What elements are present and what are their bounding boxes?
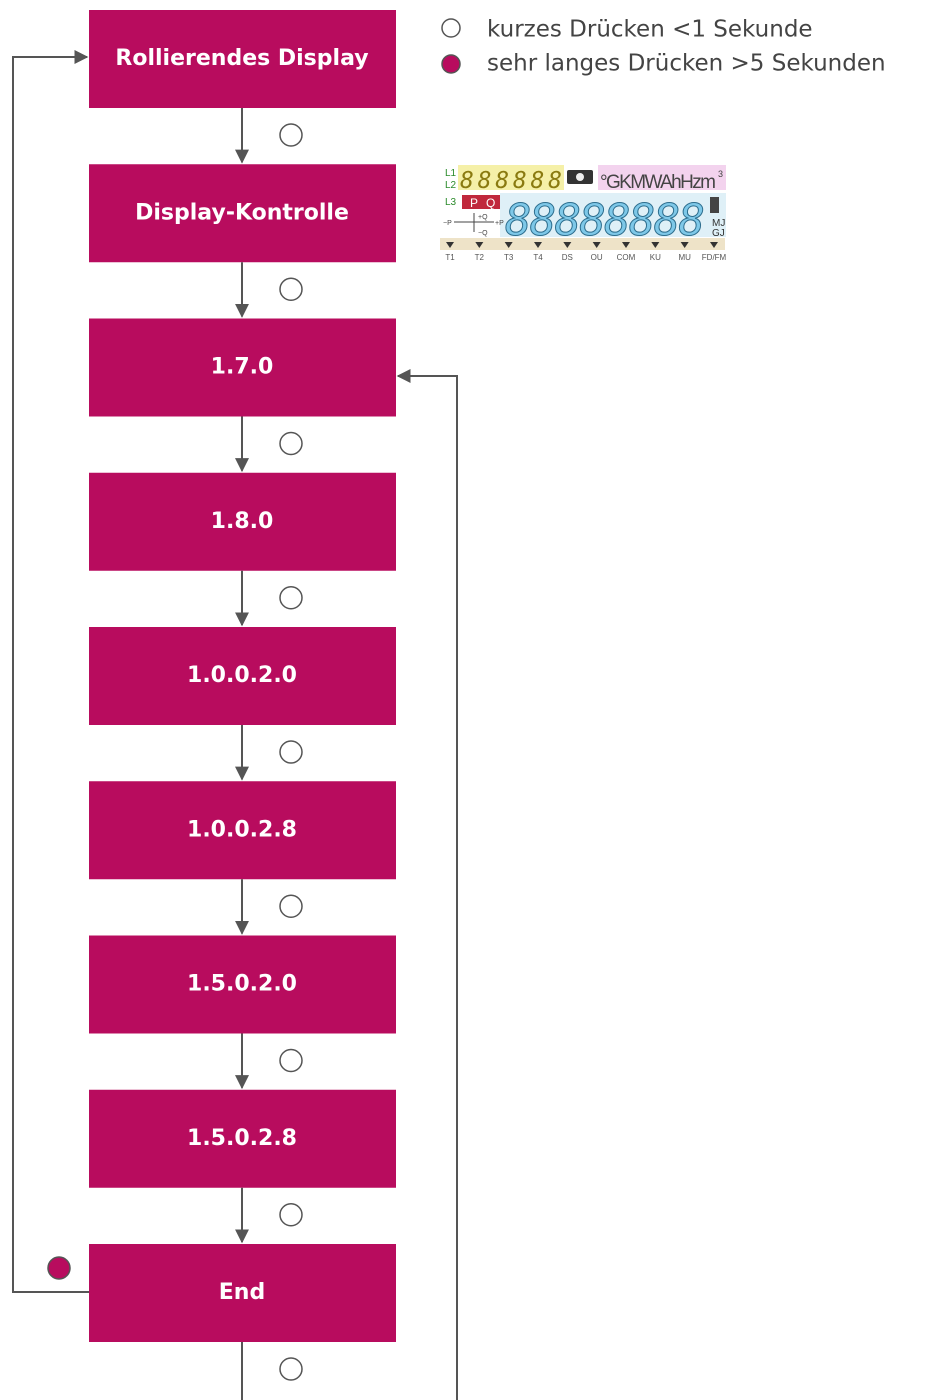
node-label: 1.5.0.2.8 (187, 1126, 297, 1151)
flow-diagram: Rollierendes Display Display-Kontrolle 1.7… (0, 0, 926, 1400)
lcd-indicator-label: DS (562, 253, 573, 262)
short-press-icon (280, 1358, 302, 1380)
flow: Rollierendes Display Display-Kontrolle 1.7… (89, 10, 396, 1400)
lcd-quadrant: −Q (478, 230, 488, 237)
legend-icon-long (442, 55, 460, 73)
lcd-indicator-label: T1 (445, 253, 455, 262)
short-press-icon (280, 741, 302, 763)
lcd-phase: L2 (445, 180, 457, 191)
node-label: 1.0.0.2.8 (187, 817, 297, 842)
lcd-indicator-label: OU (591, 253, 603, 262)
node-label: 1.7.0 (211, 355, 274, 380)
legend-label: kurzes Drücken <1 Sekunde (487, 17, 813, 43)
short-press-icon (280, 124, 302, 146)
short-press-icon (280, 1050, 302, 1072)
lcd-indicator-label: T2 (475, 253, 485, 262)
short-press-icon (280, 433, 302, 455)
lcd-energy-unit: GJ (712, 228, 725, 239)
short-press-icon (280, 278, 302, 300)
node-label: 1.0.0.2.0 (187, 663, 297, 688)
lcd-quadrant: +P (495, 220, 504, 227)
node-label: Rollierendes Display (115, 46, 368, 71)
return-arrow (398, 376, 457, 1400)
lcd-battery (710, 197, 719, 213)
node-label: End (219, 1280, 265, 1305)
lcd-pq: P (470, 196, 478, 210)
lcd-quadrant: −P (443, 220, 452, 227)
loop-back-arrow (13, 57, 89, 1292)
lcd-quadrant: +Q (478, 214, 488, 221)
lcd-indicator-label: FD/FM (702, 253, 727, 262)
lcd-indicator-label: COM (617, 253, 636, 262)
lcd-indicator-label: T3 (504, 253, 514, 262)
short-press-icon (280, 587, 302, 609)
node-label: 1.8.0 (211, 509, 274, 534)
lcd-phase: L1 (445, 168, 457, 179)
lcd-indicator-label: MU (678, 253, 691, 262)
lcd-icon (576, 173, 584, 181)
node-label: Display-Kontrolle (135, 200, 349, 225)
lcd-phase: L3 (445, 197, 457, 208)
short-press-icon (280, 1204, 302, 1226)
legend-label: sehr langes Drücken >5 Sekunden (487, 51, 886, 77)
lcd-display: L1 L2 L3 888888 °GKMWAhHzm 3 P Q +Q −Q −… (436, 163, 727, 263)
node-label: 1.5.0.2.0 (187, 972, 297, 997)
lcd-big-digits: 88888888 (505, 195, 705, 246)
lcd-units: °GKMWAhHzm (600, 172, 716, 193)
lcd-indicator-label: KU (650, 253, 661, 262)
legend-icon-short (442, 19, 460, 37)
short-press-icon (280, 895, 302, 917)
lcd-indicator-label: T4 (533, 253, 543, 262)
lcd-units-exp: 3 (718, 169, 723, 179)
long-press-icon (48, 1257, 70, 1279)
lcd-pq: Q (486, 196, 495, 210)
